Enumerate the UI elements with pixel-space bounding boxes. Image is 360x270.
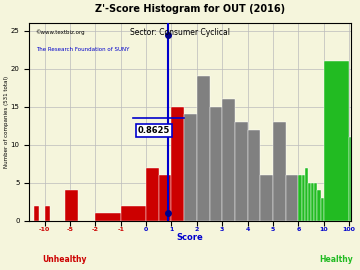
X-axis label: Score: Score (176, 234, 203, 242)
Bar (95, 213, 121, 221)
Bar (302, 175, 305, 221)
Bar (222, 99, 235, 221)
Bar (273, 122, 286, 221)
Bar (34, 206, 40, 221)
Text: ©www.textbiz.org: ©www.textbiz.org (36, 29, 85, 35)
Bar (184, 114, 197, 221)
Bar (321, 198, 324, 221)
Text: The Research Foundation of SUNY: The Research Foundation of SUNY (36, 47, 129, 52)
Bar (260, 175, 273, 221)
Bar (235, 122, 248, 221)
Title: Z'-Score Histogram for OUT (2016): Z'-Score Histogram for OUT (2016) (95, 4, 285, 14)
Bar (121, 206, 146, 221)
Bar (45, 206, 50, 221)
Bar (146, 168, 159, 221)
Bar (286, 175, 298, 221)
Bar (298, 175, 302, 221)
Bar (65, 190, 78, 221)
Bar (305, 168, 308, 221)
Bar (324, 61, 349, 221)
Bar (308, 183, 311, 221)
Bar (210, 107, 222, 221)
Y-axis label: Number of companies (531 total): Number of companies (531 total) (4, 76, 9, 168)
Text: Healthy: Healthy (319, 255, 353, 264)
Bar (197, 76, 210, 221)
Text: Sector: Consumer Cyclical: Sector: Consumer Cyclical (130, 28, 230, 37)
Bar (318, 190, 321, 221)
Bar (314, 183, 318, 221)
Bar (349, 137, 351, 221)
Text: Unhealthy: Unhealthy (42, 255, 87, 264)
Text: 0.8625: 0.8625 (138, 126, 170, 135)
Bar (311, 183, 314, 221)
Bar (248, 130, 260, 221)
Bar (159, 175, 171, 221)
Bar (171, 107, 184, 221)
